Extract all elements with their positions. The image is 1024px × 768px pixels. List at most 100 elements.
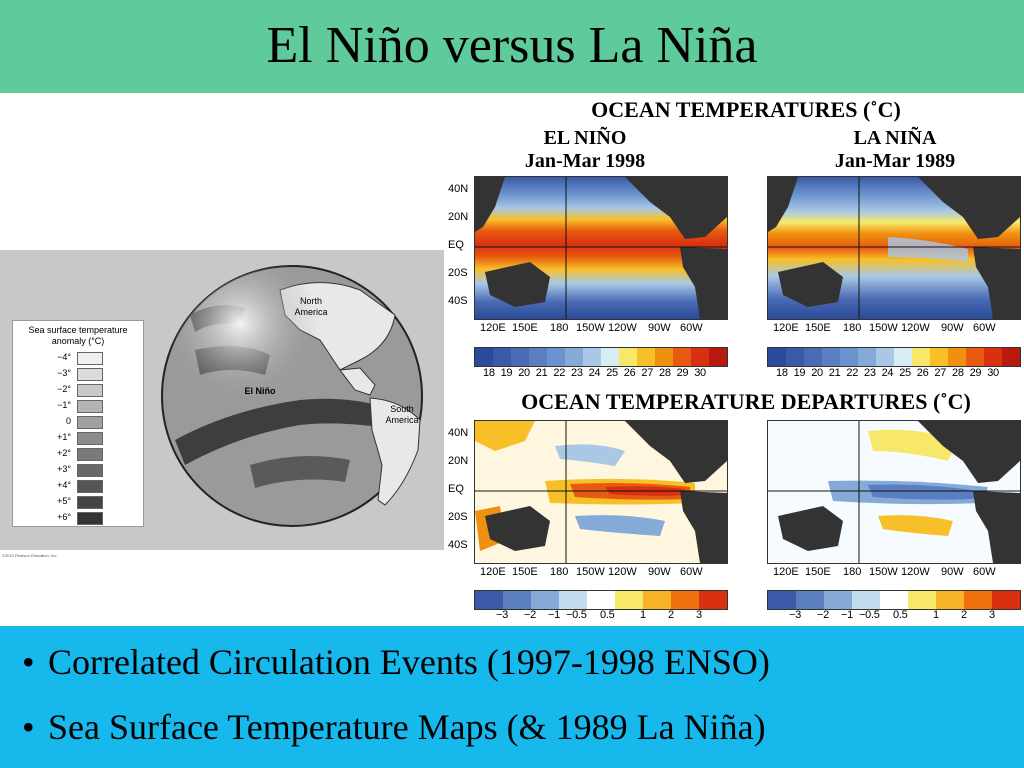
- colorbar-segment: [691, 348, 709, 366]
- longitude-label: 90W: [648, 322, 671, 334]
- colorbar-segment: [699, 591, 727, 609]
- legend-item: 0: [13, 415, 143, 429]
- legend-swatch: [77, 400, 103, 413]
- latitude-label: 20S: [448, 267, 468, 279]
- latitude-label: 20N: [448, 455, 469, 467]
- colorbar-label: 25: [606, 367, 618, 379]
- colorbar-label: 3: [696, 609, 702, 621]
- legend-item: −4°: [13, 351, 143, 365]
- colorbar-segment: [948, 348, 966, 366]
- colorbar-label: 19: [500, 367, 513, 379]
- legend-title: Sea surface temperature anomaly (°C): [28, 325, 128, 346]
- colorbar-segment: [493, 348, 511, 366]
- colorbar-label: 19: [793, 367, 806, 379]
- legend-item-label: +4°: [57, 480, 71, 490]
- longitude-label: 120E: [480, 566, 506, 578]
- legend-item-label: −4°: [57, 352, 71, 362]
- colorbar-segment: [709, 348, 727, 366]
- latitude-label: 40N: [448, 183, 469, 195]
- longitude-label: 180: [550, 566, 569, 578]
- colorbar-segment: [852, 591, 880, 609]
- la-nina-temperature-map: [767, 176, 1021, 320]
- colorbar-label: 28: [659, 367, 671, 379]
- colorbar-segment: [671, 591, 699, 609]
- latitude-label: 40S: [448, 539, 468, 551]
- colorbar-label: 22: [846, 367, 859, 379]
- colorbar-label: 28: [952, 367, 964, 379]
- colorbar-segment: [643, 591, 671, 609]
- la-nina-map-subtitle: Jan-Mar 1989: [834, 150, 956, 172]
- longitude-label: 60W: [680, 322, 703, 334]
- colorbar-segment: [637, 348, 655, 366]
- colorbar-label: 27: [641, 367, 654, 379]
- departures-heading: OCEAN TEMPERATURE DEPARTURES (˚C): [521, 389, 971, 414]
- legend-item: +4°: [13, 479, 143, 493]
- colorbar-label: 29: [676, 367, 689, 379]
- longitude-label: 90W: [941, 322, 964, 334]
- longitude-label: 90W: [648, 566, 671, 578]
- bullet-panel: [0, 626, 1024, 768]
- legend-item-label: +5°: [57, 496, 71, 506]
- colorbar-label: 1: [640, 609, 646, 621]
- colorbar-label: 18: [483, 367, 495, 379]
- longitude-label: 150E: [805, 566, 831, 578]
- colorbar-segment: [824, 591, 852, 609]
- legend-swatch: [77, 432, 103, 445]
- colorbar-label: 0.5: [600, 609, 615, 621]
- colorbar-segment: [930, 348, 948, 366]
- latitude-label: 20S: [448, 511, 468, 523]
- colorbar-segment: [619, 348, 637, 366]
- legend-item: −3°: [13, 367, 143, 381]
- colorbar-segment: [964, 591, 992, 609]
- colorbar-segment: [768, 348, 786, 366]
- colorbar-label: 25: [899, 367, 911, 379]
- colorbar-segment: [531, 591, 559, 609]
- colorbar-segment: [858, 348, 876, 366]
- colorbar-label: 23: [571, 367, 583, 379]
- longitude-label: 120W: [608, 322, 637, 334]
- legend-item: +3°: [13, 463, 143, 477]
- latitude-label: 40N: [448, 427, 469, 439]
- colorbar-label: −0.5: [859, 609, 880, 621]
- colorbar-segment: [912, 348, 930, 366]
- colorbar-segment: [475, 591, 503, 609]
- el-nino-map-title: EL NIÑO: [543, 127, 627, 149]
- colorbar-label: −1: [841, 609, 853, 621]
- legend-item-label: +1°: [57, 432, 71, 442]
- latitude-label: 40S: [448, 295, 468, 307]
- colorbar-label: −1: [548, 609, 560, 621]
- legend-swatch: [77, 512, 103, 525]
- latitude-label: 20N: [448, 211, 469, 223]
- el-nino-departures-colorbar: [474, 590, 728, 610]
- legend-item: +5°: [13, 495, 143, 509]
- colorbar-label: 30: [694, 367, 706, 379]
- colorbar-label: 21: [535, 367, 548, 379]
- colorbar-label: 2: [668, 609, 674, 621]
- bullet-2-text: Sea Surface Temperature Maps (& 1989 La …: [48, 707, 766, 747]
- longitude-label: 150W: [869, 566, 898, 578]
- longitude-label: 60W: [973, 322, 996, 334]
- longitude-label: 120W: [608, 566, 637, 578]
- colorbar-segment: [768, 591, 796, 609]
- colorbar-label: 21: [828, 367, 841, 379]
- colorbar-label: 1: [933, 609, 939, 621]
- legend-item-label: +2°: [57, 448, 71, 458]
- legend-item-label: +3°: [57, 464, 71, 474]
- longitude-label: 150W: [869, 322, 898, 334]
- colorbar-label: 24: [588, 367, 601, 379]
- legend-item: +1°: [13, 431, 143, 445]
- longitude-label: 150W: [576, 322, 605, 334]
- longitude-label: 150E: [512, 322, 538, 334]
- la-nina-departures-colorbar: [767, 590, 1021, 610]
- colorbar-segment: [559, 591, 587, 609]
- colorbar-label: 26: [916, 367, 929, 379]
- colorbar-label: −3: [789, 609, 801, 621]
- legend-item-label: +6°: [57, 512, 71, 522]
- colorbar-segment: [894, 348, 912, 366]
- legend-swatch: [77, 384, 103, 397]
- legend-item-label: 0: [65, 416, 71, 426]
- colorbar-segment: [503, 591, 531, 609]
- legend-swatch: [77, 368, 103, 381]
- legend-item-label: −2°: [57, 384, 71, 394]
- el-nino-temperature-colorbar: [474, 347, 728, 367]
